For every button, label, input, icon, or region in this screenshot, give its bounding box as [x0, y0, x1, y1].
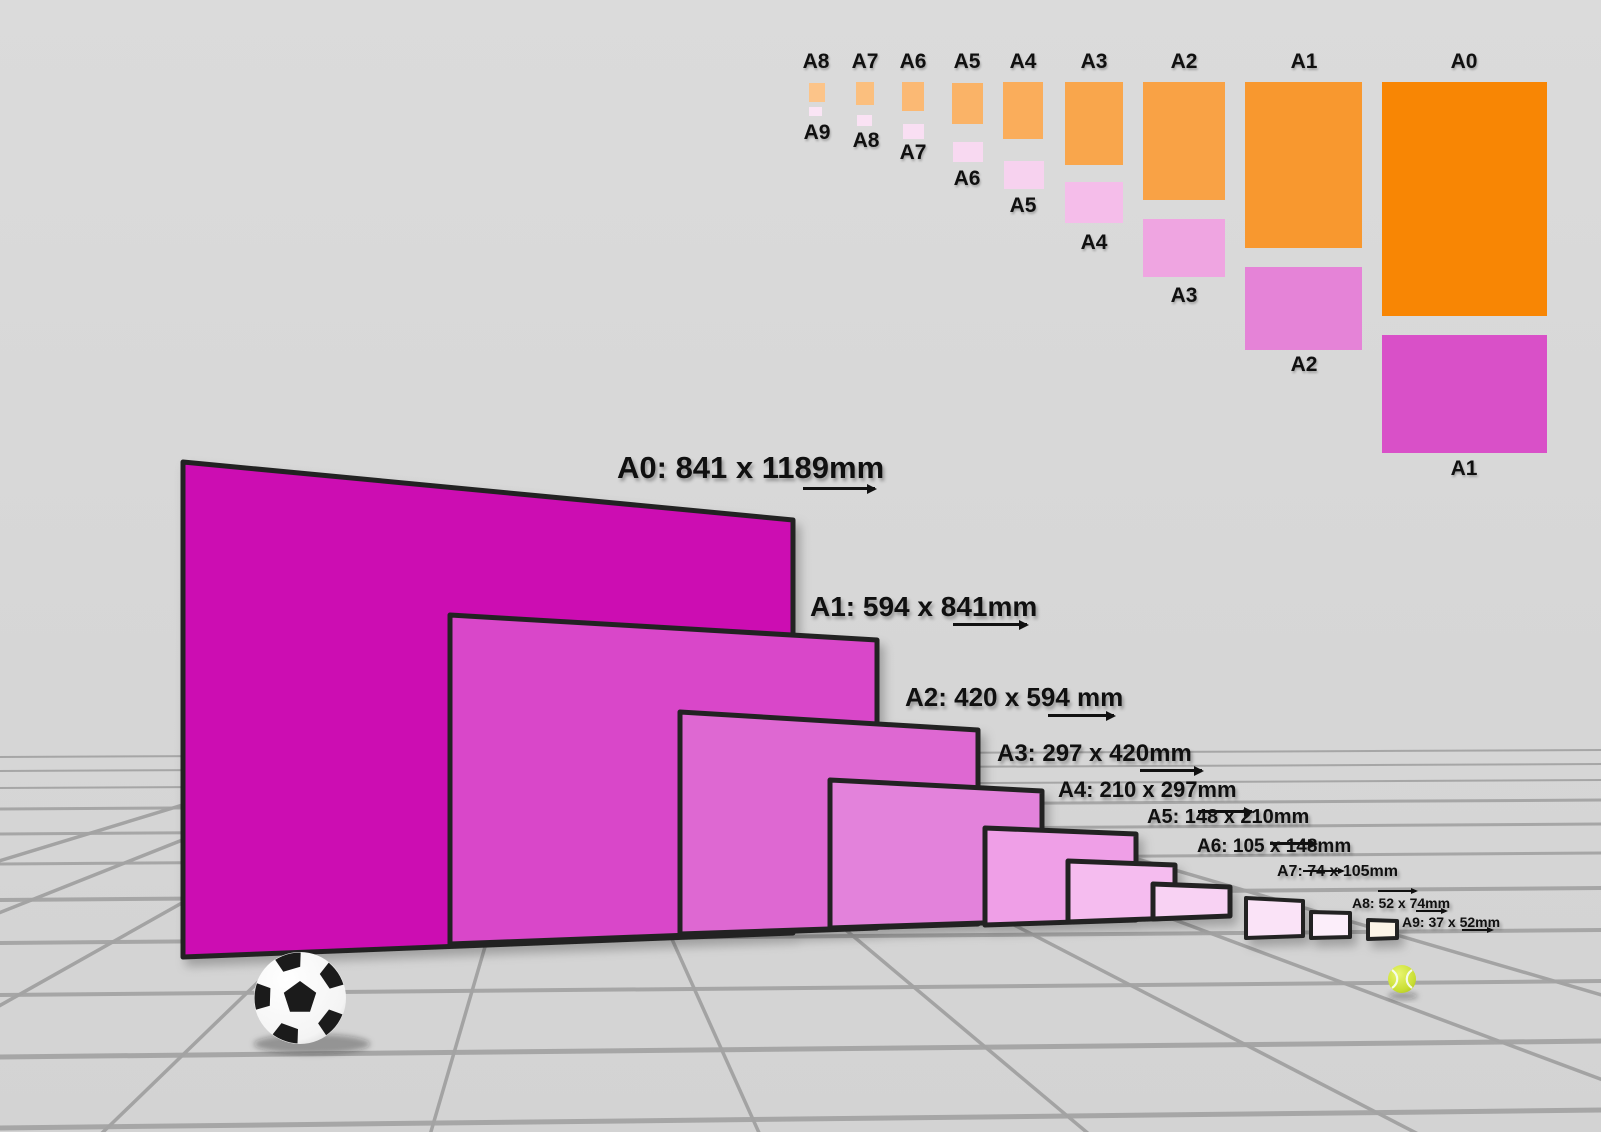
mini-a5-portrait-rect	[952, 83, 983, 124]
paper-label-a6: A6: 105 x 148mm	[1197, 836, 1352, 857]
mini-a3-landscape-rect	[1143, 219, 1225, 277]
mini-label-a3-top: A3	[1080, 50, 1108, 73]
paper-a6	[1150, 881, 1233, 922]
paper-label-a9: A9: 37 x 52mm	[1402, 914, 1501, 930]
paper-label-a3: A3: 297 x 420mm	[997, 740, 1192, 767]
tennis-ball-shadow	[1388, 992, 1418, 1000]
a4-arrow-icon	[1198, 807, 1254, 817]
floor-grid-line	[0, 1038, 1601, 1060]
mini-a1-portrait-rect	[1245, 82, 1362, 248]
paper-a8	[1309, 910, 1352, 940]
paper-label-a2: A2: 420 x 594 mm	[905, 682, 1124, 712]
mini-label-a2-bottom: A2	[1290, 353, 1318, 376]
paper-a9	[1366, 918, 1399, 941]
mini-a4-landscape-rect	[1065, 182, 1123, 223]
tennis-ball-seam	[1405, 969, 1413, 989]
mini-label-a8-bottom: A8	[852, 129, 880, 152]
a9-arrow-icon	[1462, 927, 1494, 933]
mini-a5-landscape-rect	[1004, 161, 1044, 189]
mini-a6-landscape-rect	[953, 142, 983, 162]
a8-arrow-icon	[1416, 908, 1448, 914]
a0-arrow-icon	[803, 484, 877, 494]
mini-a2-portrait-rect	[1143, 82, 1225, 200]
paper-label-a0: A0: 841 x 1189mm	[617, 450, 885, 485]
mini-a3-portrait-rect	[1065, 82, 1123, 165]
a6-arrow-icon	[1303, 868, 1345, 874]
a2-arrow-icon	[1048, 711, 1116, 721]
paper-label-a5: A5: 148 x 210mm	[1147, 806, 1310, 828]
mini-a4-portrait-rect	[1003, 82, 1043, 139]
mini-label-a5-top: A5	[953, 50, 981, 73]
mini-label-a4-bottom: A4	[1080, 231, 1108, 254]
mini-a8-portrait-rect	[809, 83, 825, 102]
mini-label-a9-bottom: A9	[803, 121, 831, 144]
paper-label-a8: A8: 52 x 74mm	[1352, 895, 1451, 911]
mini-a7-portrait-rect	[856, 82, 874, 105]
mini-a9-landscape-rect	[809, 107, 822, 116]
soccer-ball	[254, 952, 370, 1054]
mini-a2-landscape-rect	[1245, 267, 1362, 350]
mini-label-a2-top: A2	[1170, 50, 1198, 73]
a5-arrow-icon	[1270, 839, 1318, 849]
floor-grid-line	[0, 748, 364, 863]
paper-stack	[180, 459, 1399, 960]
a1-arrow-icon	[953, 620, 1029, 630]
mini-label-a6-top: A6	[899, 50, 927, 73]
a7-arrow-icon	[1378, 888, 1418, 894]
mini-a8-landscape-rect	[857, 115, 872, 126]
mini-label-a7-top: A7	[851, 50, 879, 73]
mini-a0-portrait-rect	[1382, 82, 1547, 316]
a3-arrow-icon	[1140, 766, 1204, 776]
mini-label-a5-bottom: A5	[1009, 194, 1037, 217]
mini-a6-portrait-rect	[902, 82, 924, 111]
tennis-ball-seam	[1391, 969, 1399, 989]
mini-label-a7-bottom: A7	[899, 141, 927, 164]
mini-label-a3-bottom: A3	[1170, 284, 1198, 307]
floor-grid-line	[0, 1107, 1601, 1131]
mini-label-a1-bottom: A1	[1450, 457, 1478, 480]
mini-label-a4-top: A4	[1009, 50, 1037, 73]
mini-a7-landscape-rect	[903, 124, 924, 139]
mini-a1-landscape-rect	[1382, 335, 1547, 453]
mini-label-a8-top: A8	[802, 50, 830, 73]
tennis-ball	[1388, 965, 1418, 1000]
tennis-ball-body	[1388, 965, 1416, 993]
paper-a7	[1244, 896, 1305, 940]
mini-label-a6-bottom: A6	[953, 167, 981, 190]
mini-size-chart	[809, 82, 1547, 453]
mini-label-a1-top: A1	[1290, 50, 1318, 73]
paper-label-a1: A1: 594 x 841mm	[810, 591, 1038, 622]
mini-label-a0-top: A0	[1450, 50, 1478, 73]
paper-label-a4: A4: 210 x 297mm	[1058, 777, 1237, 802]
